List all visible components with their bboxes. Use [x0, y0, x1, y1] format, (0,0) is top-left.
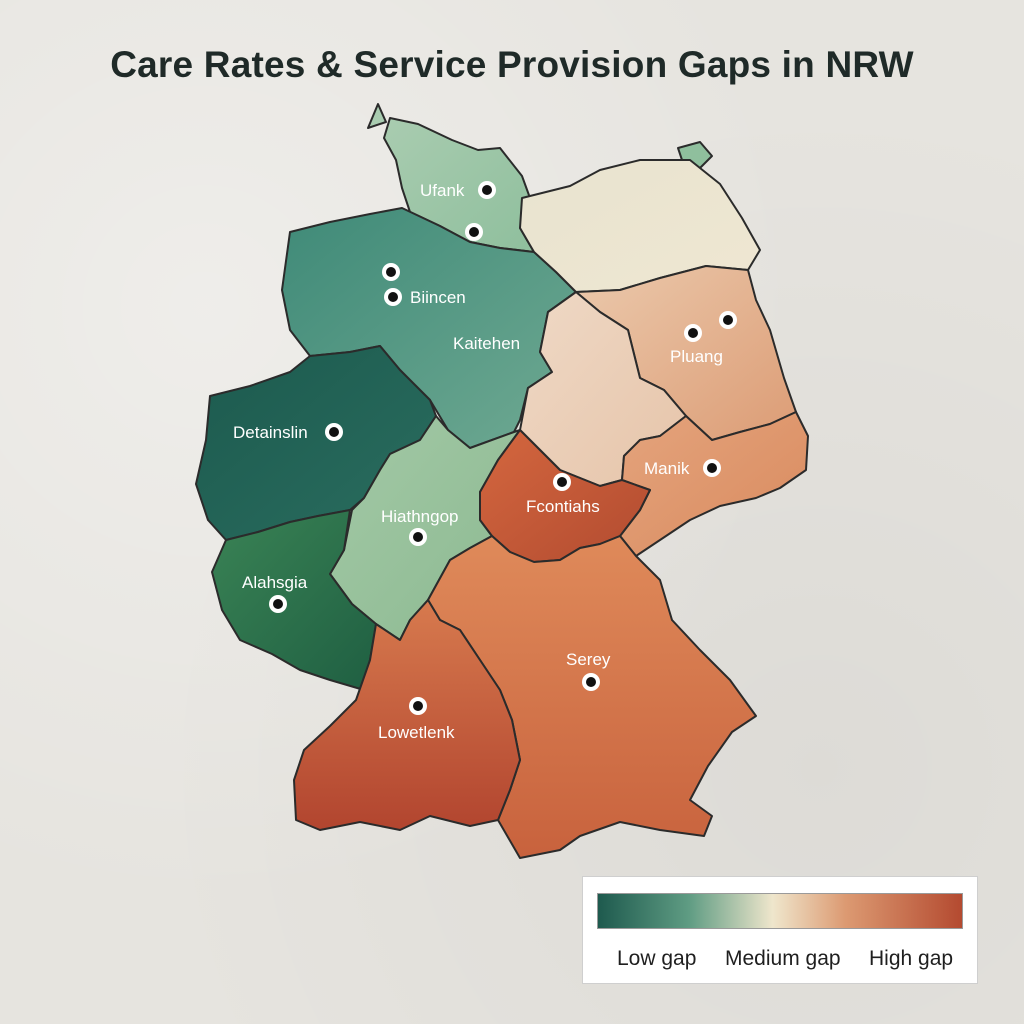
- map-marker: [465, 223, 483, 241]
- map-marker: [325, 423, 343, 441]
- region-label-hiathngop: Hiathngop: [381, 507, 459, 526]
- markers-layer: [269, 181, 737, 715]
- region-label-lowetlenk: Lowetlenk: [378, 723, 455, 742]
- region-label-ufank: Ufank: [420, 181, 465, 200]
- legend-medium-label: Medium gap: [725, 947, 841, 970]
- region-south: [293, 599, 521, 831]
- map-marker: [478, 181, 496, 199]
- map-marker: [269, 595, 287, 613]
- region-label-biincen: Biincen: [410, 288, 466, 307]
- map-marker: [384, 288, 402, 306]
- map-marker: [409, 528, 427, 546]
- legend-gradient-bar: [597, 893, 963, 929]
- region-label-manik: Manik: [644, 459, 690, 478]
- map-marker: [553, 473, 571, 491]
- map-marker: [719, 311, 737, 329]
- map-marker: [382, 263, 400, 281]
- region-label-kaitehen: Kaitehen: [453, 334, 520, 353]
- map-marker: [703, 459, 721, 477]
- region-label-fcontiahs: Fcontiahs: [526, 497, 600, 516]
- map-marker: [684, 324, 702, 342]
- region-label-alahsgia: Alahsgia: [242, 573, 308, 592]
- map-marker: [582, 673, 600, 691]
- legend: Low gap Medium gap High gap: [582, 876, 978, 984]
- region-label-serey: Serey: [566, 650, 611, 669]
- map-marker: [409, 697, 427, 715]
- map-title: Care Rates & Service Provision Gaps in N…: [110, 44, 914, 85]
- legend-high-label: High gap: [869, 947, 954, 970]
- legend-low-label: Low gap: [617, 947, 697, 970]
- region-label-detainslin: Detainslin: [233, 423, 308, 442]
- region-north-island: [367, 103, 387, 129]
- region-label-pluang: Pluang: [670, 347, 723, 366]
